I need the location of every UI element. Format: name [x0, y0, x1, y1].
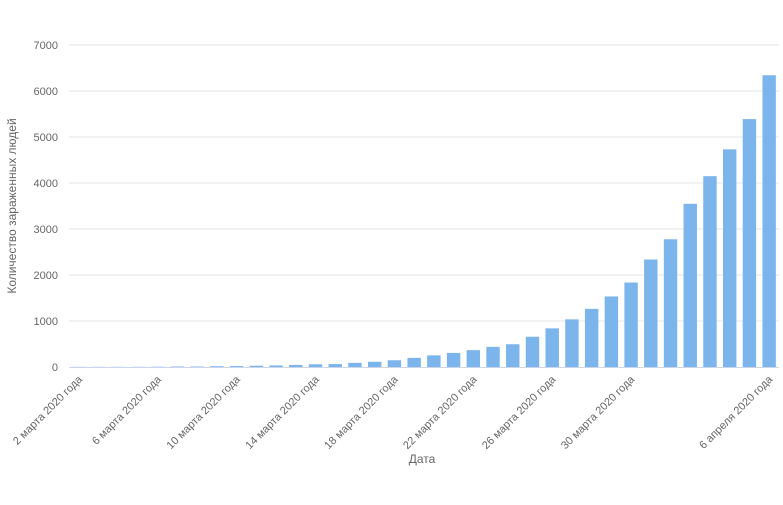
bar[interactable]: [407, 358, 420, 367]
bar[interactable]: [289, 365, 302, 367]
y-tick-label: 3000: [34, 224, 58, 236]
bar[interactable]: [230, 366, 243, 367]
bar[interactable]: [624, 283, 637, 367]
bar[interactable]: [447, 353, 460, 367]
bar[interactable]: [743, 119, 756, 367]
y-tick-label: 1000: [34, 316, 58, 328]
y-axis-tick-labels: 0 1000 2000 3000 4000 5000 6000 7000: [34, 40, 58, 374]
x-axis-title: Дата: [409, 452, 436, 466]
bar[interactable]: [467, 350, 480, 367]
bar[interactable]: [526, 337, 539, 367]
bars: [72, 75, 776, 367]
x-tick-label: 18 марта 2020 года: [322, 373, 401, 452]
x-tick-label: 6 апреля 2020 года: [697, 373, 776, 452]
bar[interactable]: [644, 259, 657, 367]
bar[interactable]: [486, 347, 499, 367]
bar[interactable]: [565, 319, 578, 367]
bar[interactable]: [506, 344, 519, 367]
bar[interactable]: [585, 309, 598, 367]
bar[interactable]: [269, 365, 282, 367]
x-tick-label: 26 марта 2020 года: [480, 373, 559, 452]
bar[interactable]: [605, 296, 618, 367]
x-tick-label: 2 марта 2020 года: [11, 373, 86, 448]
y-tick-label: 6000: [34, 86, 58, 98]
x-tick-label: 22 марта 2020 года: [401, 373, 480, 452]
bar[interactable]: [348, 363, 361, 367]
x-tick-label: 6 марта 2020 года: [90, 373, 165, 448]
y-tick-label: 0: [52, 362, 58, 374]
bar[interactable]: [684, 204, 697, 367]
bar[interactable]: [703, 176, 716, 367]
bar[interactable]: [210, 366, 223, 367]
y-tick-label: 7000: [34, 40, 58, 52]
x-tick-label: 10 марта 2020 года: [165, 373, 244, 452]
bar[interactable]: [762, 75, 775, 367]
bar[interactable]: [309, 364, 322, 367]
y-axis-title: Количество зараженных людей: [5, 118, 19, 293]
y-tick-label: 5000: [34, 132, 58, 144]
bar[interactable]: [329, 364, 342, 367]
bar[interactable]: [250, 366, 263, 367]
x-tick-label: 14 марта 2020 года: [243, 373, 322, 452]
bar[interactable]: [388, 360, 401, 367]
bar[interactable]: [427, 355, 440, 367]
x-tick-label: 30 марта 2020 года: [559, 373, 638, 452]
y-tick-label: 2000: [34, 270, 58, 282]
bar[interactable]: [664, 239, 677, 367]
bar[interactable]: [545, 328, 558, 367]
bar[interactable]: [723, 149, 736, 367]
y-tick-label: 4000: [34, 178, 58, 190]
bar[interactable]: [368, 362, 381, 367]
